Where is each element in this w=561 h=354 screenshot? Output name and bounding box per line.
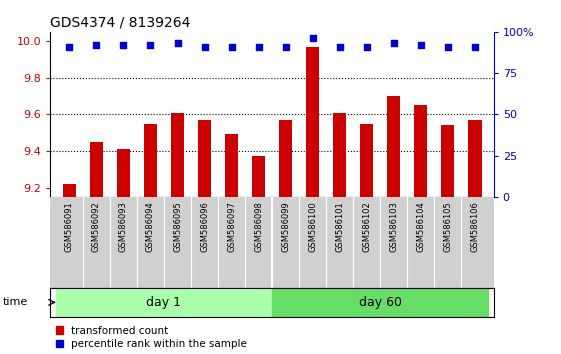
- Bar: [225, 135, 238, 197]
- Bar: [117, 149, 130, 197]
- Bar: [63, 184, 76, 197]
- Point: [308, 36, 317, 41]
- Bar: [306, 46, 319, 197]
- Text: GSM586099: GSM586099: [281, 201, 290, 252]
- Bar: [252, 156, 265, 197]
- Text: GSM586106: GSM586106: [470, 201, 479, 252]
- Text: GSM586094: GSM586094: [146, 201, 155, 252]
- Text: GSM586093: GSM586093: [119, 201, 128, 252]
- Bar: [360, 124, 374, 197]
- Bar: [56, 287, 272, 317]
- Text: GSM586091: GSM586091: [65, 201, 74, 252]
- Text: GSM586103: GSM586103: [389, 201, 398, 252]
- Text: GSM586101: GSM586101: [335, 201, 344, 252]
- Point: [281, 44, 290, 50]
- Text: GSM586100: GSM586100: [308, 201, 317, 252]
- Bar: [279, 120, 292, 197]
- Bar: [198, 120, 211, 197]
- Text: day 1: day 1: [146, 296, 182, 309]
- Text: GSM586104: GSM586104: [416, 201, 425, 252]
- Point: [254, 44, 263, 50]
- Text: GSM586095: GSM586095: [173, 201, 182, 252]
- Point: [200, 44, 209, 50]
- Bar: [144, 124, 157, 197]
- Text: GSM586098: GSM586098: [254, 201, 263, 252]
- Bar: [272, 287, 488, 317]
- Point: [173, 41, 182, 46]
- Text: GSM586102: GSM586102: [362, 201, 371, 252]
- Bar: [333, 113, 346, 197]
- Legend: transformed count, percentile rank within the sample: transformed count, percentile rank withi…: [56, 326, 247, 349]
- Bar: [441, 125, 454, 197]
- Point: [92, 42, 101, 48]
- Text: time: time: [3, 297, 28, 307]
- Point: [362, 44, 371, 50]
- Text: GSM586105: GSM586105: [443, 201, 452, 252]
- Bar: [90, 142, 103, 197]
- Text: day 60: day 60: [358, 296, 402, 309]
- Point: [146, 42, 155, 48]
- Bar: [468, 120, 481, 197]
- Point: [470, 44, 479, 50]
- Text: GDS4374 / 8139264: GDS4374 / 8139264: [50, 15, 191, 29]
- Bar: [414, 105, 427, 197]
- Point: [335, 44, 344, 50]
- Text: GSM586092: GSM586092: [92, 201, 101, 252]
- Point: [119, 42, 128, 48]
- Text: GSM586096: GSM586096: [200, 201, 209, 252]
- Point: [227, 44, 236, 50]
- Bar: [387, 96, 401, 197]
- Point: [65, 44, 74, 50]
- Point: [443, 44, 452, 50]
- Bar: [171, 113, 184, 197]
- Text: GSM586097: GSM586097: [227, 201, 236, 252]
- Point: [416, 42, 425, 48]
- Point: [389, 41, 398, 46]
